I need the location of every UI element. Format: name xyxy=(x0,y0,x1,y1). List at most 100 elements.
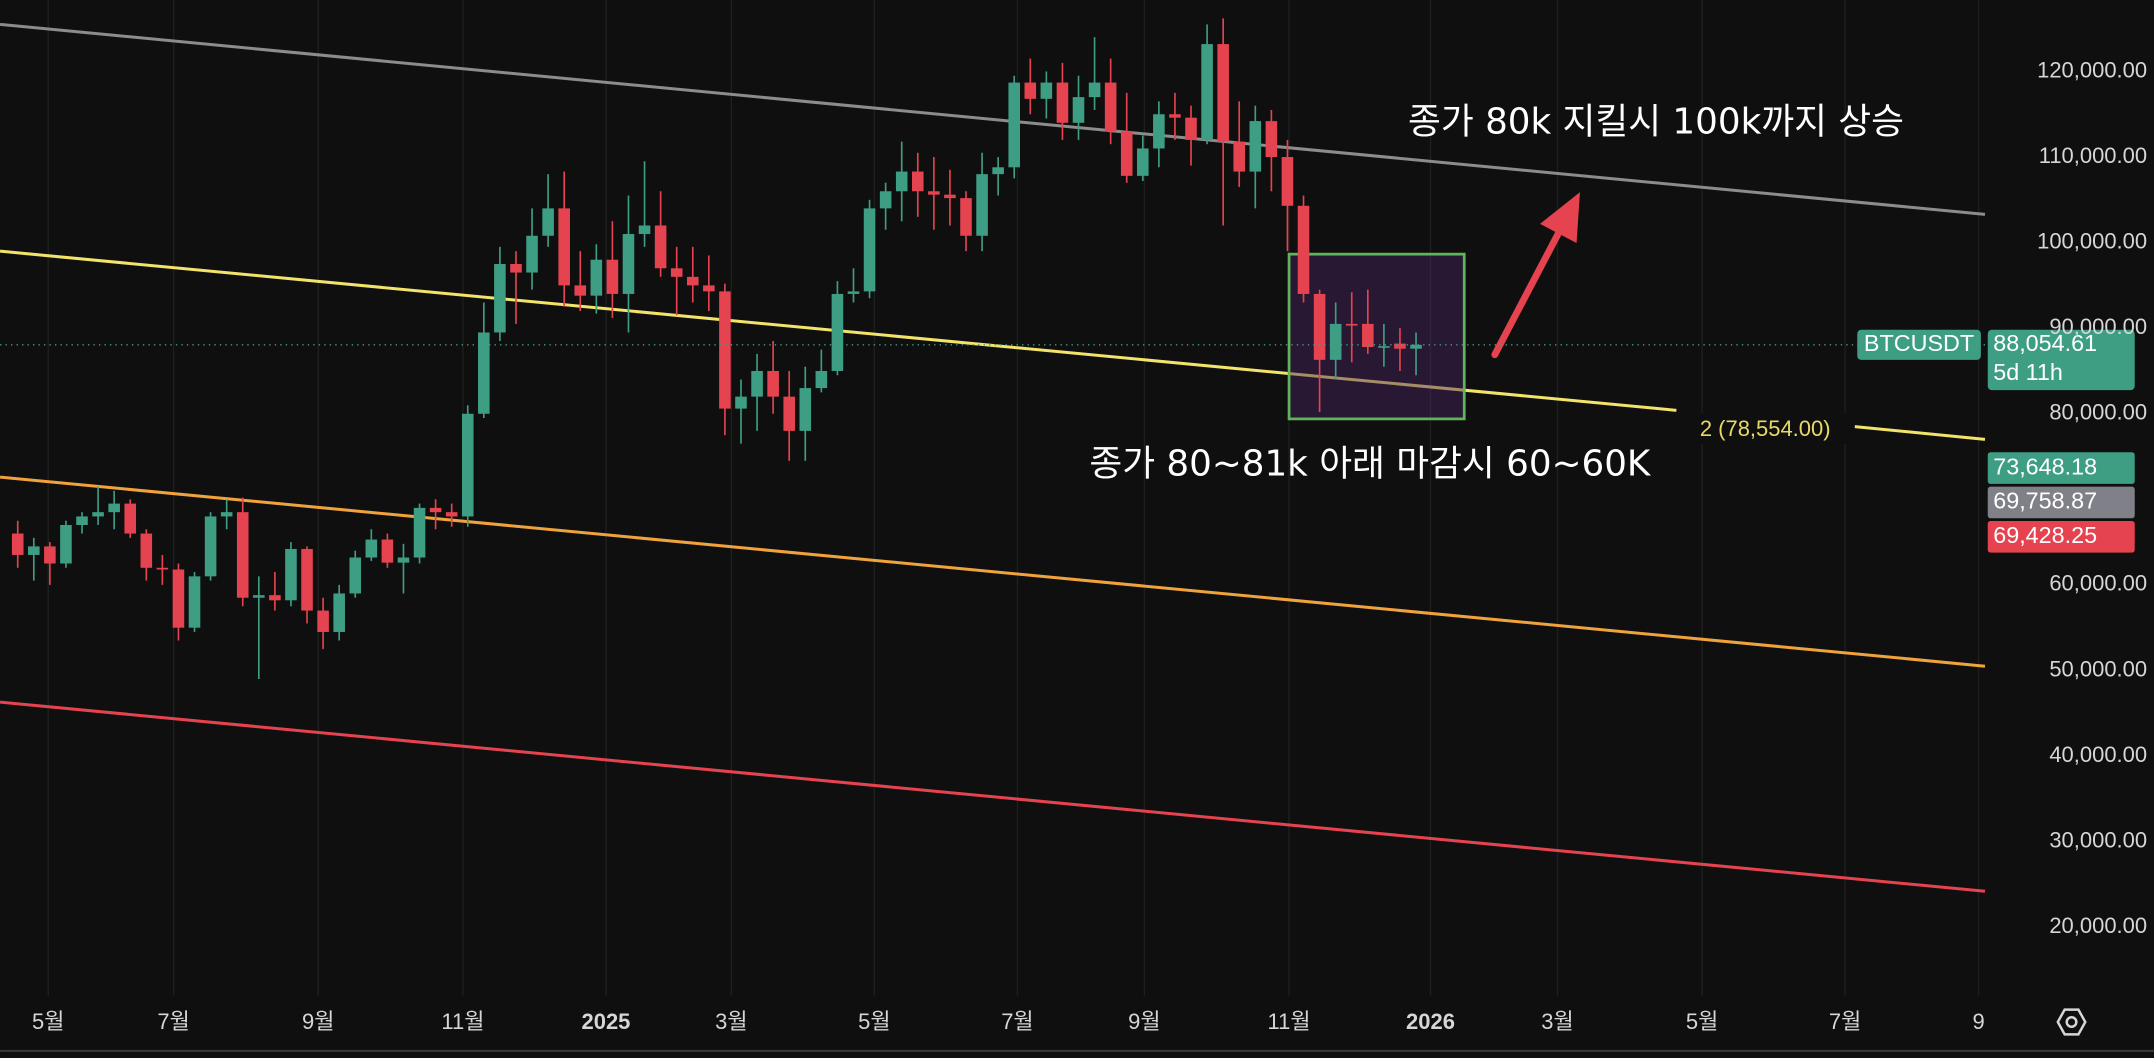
candle-body xyxy=(1185,117,1197,140)
price-label: 73,648.18 xyxy=(1993,453,2097,479)
trend-line xyxy=(0,475,1986,668)
candle-body xyxy=(188,576,201,628)
candle-body xyxy=(895,171,908,192)
candle-body xyxy=(1024,82,1037,99)
x-tick-label: 9월 xyxy=(1128,1009,1160,1034)
candle-body xyxy=(654,225,667,269)
candle-body xyxy=(606,259,619,294)
candle-body xyxy=(1265,121,1278,158)
annotation: 종가 80k 지킬시 100k까지 상승 xyxy=(1408,102,1904,143)
x-tick-label: 5월 xyxy=(1686,1009,1718,1034)
candle-body xyxy=(124,503,137,534)
x-tick-label: 3월 xyxy=(1541,1009,1573,1034)
x-tick-label: 5월 xyxy=(32,1009,64,1034)
candle-body xyxy=(638,225,651,235)
candle-body xyxy=(60,524,72,564)
price-label: 69,428.25 xyxy=(1993,522,2097,548)
settings-icon[interactable] xyxy=(2056,1008,2087,1036)
candle-body xyxy=(220,512,233,517)
candle-body xyxy=(590,259,603,296)
symbol-box xyxy=(1857,329,1981,360)
candle-body xyxy=(253,595,265,598)
x-tick-label: 2025 xyxy=(582,1009,631,1034)
x-tick-label: 7월 xyxy=(1829,1009,1861,1034)
candle-body xyxy=(542,208,554,236)
candle-body xyxy=(1040,82,1053,99)
candle-body xyxy=(1120,131,1133,176)
candle-body xyxy=(574,285,587,296)
gear-center xyxy=(2065,1015,2078,1029)
axes: 20,000.00 30,000.00 40,000.00 50,000.00 60,0… xyxy=(32,57,2147,1034)
candle-body xyxy=(1104,82,1117,132)
trend-line xyxy=(1854,425,1986,441)
candle-body xyxy=(92,512,104,517)
x-tick-label: 11월 xyxy=(441,1009,484,1034)
candle-body xyxy=(1362,323,1374,348)
candle-body xyxy=(1153,114,1165,149)
x-tick-label: 9월 xyxy=(302,1009,334,1034)
candle-body xyxy=(44,546,56,564)
candle-body xyxy=(429,507,442,513)
candle-body xyxy=(445,512,458,517)
candle-body xyxy=(1169,114,1181,118)
candle-body xyxy=(1249,121,1262,172)
candle-body xyxy=(863,208,876,292)
y-tick-label: 120,000.00 xyxy=(2037,57,2147,82)
candle-body xyxy=(1345,323,1358,326)
candle-body xyxy=(526,235,538,273)
y-tick-label: 60,000.00 xyxy=(2049,571,2147,596)
countdown-label: 5d 11h xyxy=(1993,359,2063,385)
candle-body xyxy=(976,174,988,236)
y-tick-label: 80,000.00 xyxy=(2049,400,2147,425)
candle-body xyxy=(703,285,715,292)
candle-body xyxy=(28,546,40,555)
candle-body xyxy=(510,263,522,273)
arrow-shaft xyxy=(1491,230,1562,359)
candle-body xyxy=(558,208,570,286)
candle-body xyxy=(799,388,812,431)
candle-body xyxy=(11,533,24,555)
candle-body xyxy=(478,332,490,414)
candle-body xyxy=(815,370,828,389)
candle-body xyxy=(1329,323,1342,360)
candle-body xyxy=(381,539,394,563)
candle-body xyxy=(236,512,249,598)
x-tick-label: 7월 xyxy=(1001,1009,1033,1034)
candle-body xyxy=(622,234,635,294)
y-tick-label: 50,000.00 xyxy=(2049,656,2147,681)
candle-body xyxy=(1056,82,1069,123)
grid xyxy=(47,0,1980,996)
candle-body xyxy=(879,191,892,209)
candle-body xyxy=(76,516,88,525)
x-tick-label: 5월 xyxy=(858,1009,890,1034)
candle-body xyxy=(928,191,940,195)
overlay: BTCUSDT 88,054.61 5d 11h 73,648.18 69,758.87… xyxy=(0,192,2135,553)
y-tick-label: 100,000.00 xyxy=(2037,228,2147,253)
candle-body xyxy=(1072,97,1085,123)
candle-body xyxy=(686,276,699,286)
candle-body xyxy=(461,413,474,517)
candle-body xyxy=(831,293,844,371)
candle-body xyxy=(847,291,860,294)
candles xyxy=(11,18,1422,680)
x-tick-label: 11월 xyxy=(1268,1009,1311,1034)
candle-body xyxy=(365,539,378,558)
price-label: 69,758.87 xyxy=(1993,488,2097,514)
x-tick-label: 3월 xyxy=(715,1009,747,1034)
candle-body xyxy=(108,503,120,513)
candle-body xyxy=(1394,343,1406,349)
candle-body xyxy=(140,533,153,568)
trend-line xyxy=(0,22,1986,216)
candle-body xyxy=(397,557,410,563)
candle-body xyxy=(317,610,329,632)
candle-body xyxy=(349,557,362,594)
candle-body xyxy=(494,263,506,333)
candle-body xyxy=(1088,82,1101,98)
candle-body xyxy=(1008,82,1021,168)
candle-body xyxy=(1201,44,1213,140)
candle-body xyxy=(783,396,795,431)
arrow-head xyxy=(1540,192,1580,244)
candle-body xyxy=(1297,205,1310,294)
